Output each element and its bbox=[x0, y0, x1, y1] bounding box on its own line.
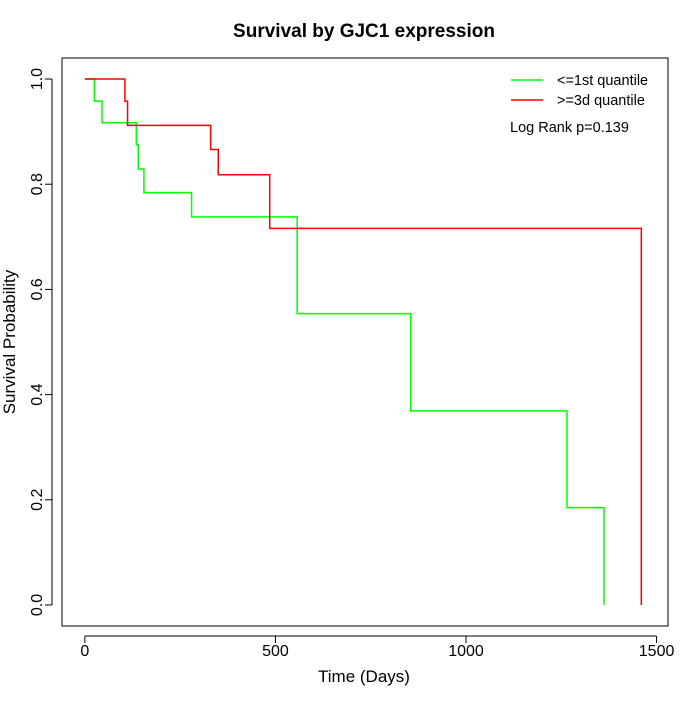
y-tick-label: 0.2 bbox=[29, 489, 46, 511]
plot-frame bbox=[61, 57, 669, 627]
x-axis-label: Time (Days) bbox=[318, 667, 410, 686]
legend: <=1st quantile >=3d quantile bbox=[511, 73, 648, 109]
x-tick-label: 0 bbox=[80, 643, 89, 660]
legend-label-2: >=3d quantile bbox=[557, 93, 645, 109]
y-axis: 0.0 0.2 0.4 0.6 0.8 1.0 bbox=[29, 68, 53, 616]
y-tick-label: 1.0 bbox=[29, 68, 46, 90]
survival-curves bbox=[84, 78, 643, 605]
x-tick-label: 1500 bbox=[639, 643, 675, 660]
survival-curve-1 bbox=[84, 78, 605, 605]
survival-curve-2 bbox=[84, 78, 643, 605]
chart-title: Survival by GJC1 expression bbox=[233, 21, 495, 42]
y-axis-label: Survival Probability bbox=[0, 269, 19, 414]
legend-label-1: <=1st quantile bbox=[557, 73, 648, 89]
x-tick-label: 1000 bbox=[448, 643, 484, 660]
y-tick-label: 0.8 bbox=[29, 173, 46, 195]
x-axis: 0 500 1000 1500 bbox=[80, 635, 675, 660]
y-tick-label: 0.6 bbox=[29, 278, 46, 300]
x-tick-label: 500 bbox=[262, 643, 289, 660]
y-tick-label: 0.0 bbox=[29, 594, 46, 616]
log-rank-annotation: Log Rank p=0.139 bbox=[510, 120, 629, 136]
y-tick-label: 0.4 bbox=[29, 383, 46, 405]
